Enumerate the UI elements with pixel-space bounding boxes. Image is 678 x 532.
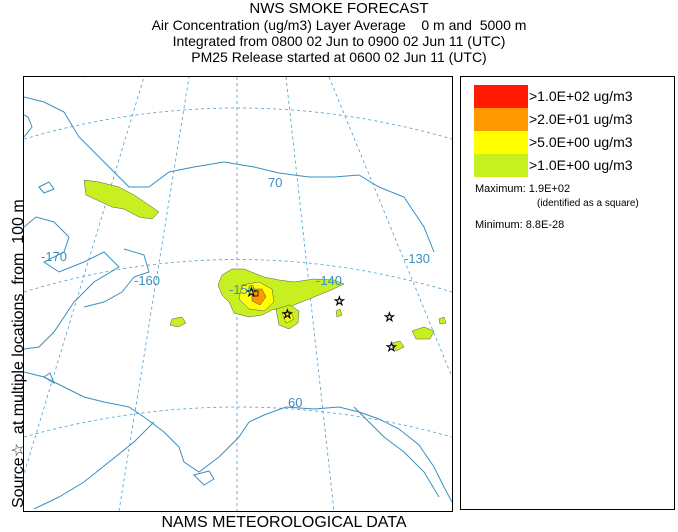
st-lawrence-island — [38, 181, 55, 194]
lon-label-170: -170 — [41, 249, 67, 264]
maximum-marker-square — [252, 290, 259, 297]
legend-row-level3: >2.0E+01 ug/m3 — [474, 108, 674, 131]
footer-data-source: NAMS METEOROLOGICAL DATA — [161, 514, 407, 531]
plume-west-small — [169, 316, 187, 328]
legend-row-level2: >5.0E+00 ug/m3 — [474, 131, 674, 154]
legend-swatch-level3 — [474, 108, 528, 131]
source-star: ☆ — [282, 307, 293, 321]
west-coast — [24, 216, 120, 350]
legend-label-level1: >1.0E+00 ug/m3 — [529, 157, 633, 173]
source-markers: ☆ ☆ ☆ ☆ ☆ — [246, 285, 398, 355]
plume-central-hot — [251, 288, 267, 306]
parallel-70 — [24, 107, 452, 140]
plume-south-mid-core — [281, 310, 295, 324]
plume-east-a — [411, 326, 435, 340]
lat-label-70: 70 — [268, 175, 282, 190]
meridian-160 — [118, 77, 190, 511]
maximum-note: (identified as a square) — [537, 198, 639, 209]
lon-label-140: -140 — [316, 273, 342, 288]
nunivak-island — [43, 372, 56, 385]
source-star: ☆ — [384, 310, 395, 324]
map-panel: ☆ ☆ ☆ ☆ ☆ -170 -160 -150 -140 -130 70 60 — [23, 76, 453, 512]
parallel-65 — [24, 259, 452, 293]
legend-row-level1: >1.0E+00 ug/m3 — [474, 154, 674, 177]
lon-label-150: -150 — [229, 282, 255, 297]
page-title: NWS SMOKE FORECAST — [249, 0, 429, 17]
kodiak-island — [193, 470, 215, 486]
title-block: NWS SMOKE FORECAST Air Concentration (ug… — [0, 0, 678, 65]
lon-label-160: -160 — [134, 273, 160, 288]
legend-label-level3: >2.0E+01 ug/m3 — [529, 111, 633, 127]
peninsula-coast — [33, 421, 155, 510]
legend-row-level4: >1.0E+02 ug/m3 — [474, 85, 674, 108]
panhandle-coast — [353, 406, 440, 498]
sound-coast — [83, 248, 150, 308]
maximum-value: Maximum: 1.9E+02 — [475, 183, 571, 195]
legend-label-level4: >1.0E+02 ug/m3 — [529, 88, 633, 104]
legend-label-level2: >5.0E+00 ug/m3 — [529, 134, 633, 150]
north-island — [24, 114, 33, 138]
legend-panel: >1.0E+02 ug/m3 >2.0E+01 ug/m3 >5.0E+00 u… — [460, 76, 675, 510]
source-star: ☆ — [246, 285, 257, 299]
lon-label-130: -130 — [404, 251, 430, 266]
minimum-value: Minimum: 8.8E-28 — [475, 219, 565, 231]
meridian-170 — [24, 77, 145, 476]
legend-swatch-level4 — [474, 85, 528, 108]
smoke-plumes — [83, 179, 447, 352]
plume-east-b — [391, 340, 405, 352]
meridian-130 — [328, 77, 452, 378]
southwest-coast — [24, 371, 452, 503]
lat-label-60: 60 — [288, 395, 302, 410]
legend-swatch-level2 — [474, 131, 528, 154]
plume-east-dot — [335, 308, 343, 318]
source-star: ☆ — [334, 294, 345, 308]
source-star: ☆ — [386, 340, 397, 354]
subtitle-integration: Integrated from 0800 02 Jun to 0900 02 J… — [172, 33, 506, 49]
subtitle-release: PM25 Release started at 0600 02 Jun 11 (… — [191, 49, 487, 65]
plume-north — [83, 179, 160, 220]
coastlines — [24, 96, 452, 510]
legend-swatch-level1 — [474, 154, 528, 177]
subtitle-concentration: Air Concentration (ug/m3) Layer Average … — [151, 17, 527, 33]
map-canvas: ☆ ☆ ☆ ☆ ☆ -170 -160 -150 -140 -130 70 60 — [24, 77, 452, 511]
parallel-60 — [24, 406, 452, 438]
plume-east-tiny — [438, 316, 447, 325]
arctic-coast — [24, 96, 435, 253]
